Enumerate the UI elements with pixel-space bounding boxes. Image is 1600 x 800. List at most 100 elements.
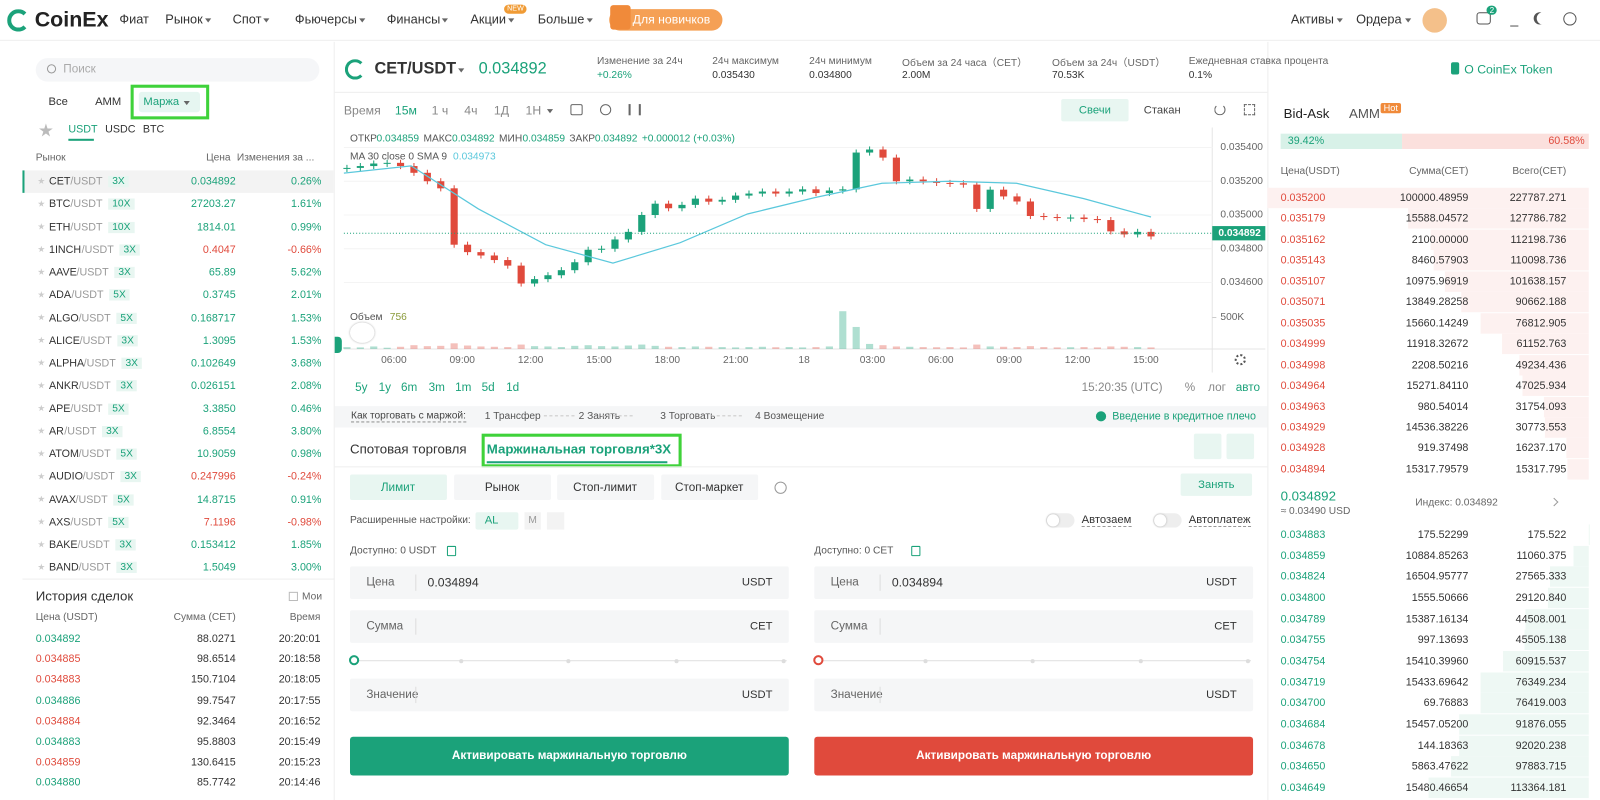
nav-item[interactable]: Акции bbox=[470, 12, 507, 27]
range[interactable]: 3m bbox=[428, 381, 445, 394]
pair-base[interactable]: BTC bbox=[48, 198, 71, 211]
icon-btn[interactable] bbox=[1193, 433, 1222, 460]
range[interactable]: 5d bbox=[481, 381, 495, 394]
ob-price[interactable]: 0.034894 bbox=[1280, 463, 1326, 476]
pair-base[interactable]: ANKR bbox=[48, 379, 79, 393]
ob-price[interactable]: 0.034963 bbox=[1280, 400, 1326, 413]
input-field[interactable] bbox=[349, 566, 789, 599]
pair-base[interactable]: CET bbox=[48, 175, 71, 188]
token-link[interactable]: О CoinEx Token bbox=[1464, 62, 1553, 77]
pair-base[interactable]: ADA bbox=[48, 289, 72, 302]
scale-option[interactable]: % bbox=[1184, 381, 1196, 394]
submit-btn[interactable] bbox=[349, 736, 789, 776]
scale-option[interactable]: лог bbox=[1208, 381, 1226, 394]
pair-base[interactable]: ALICE bbox=[48, 334, 80, 347]
pair-base[interactable]: ALGO bbox=[48, 311, 79, 324]
ob-price[interactable]: 0.035143 bbox=[1280, 254, 1326, 267]
nav-item[interactable]: Финансы bbox=[386, 12, 441, 27]
nav-item[interactable]: Фиат bbox=[119, 12, 149, 27]
slider-handle[interactable] bbox=[348, 655, 360, 666]
ob-price[interactable]: 0.034964 bbox=[1280, 379, 1326, 392]
ob-price[interactable]: 0.035200 bbox=[1280, 191, 1326, 205]
pair-base[interactable]: ETH bbox=[48, 220, 71, 234]
input-field[interactable] bbox=[349, 678, 789, 712]
ob-price[interactable]: 0.034800 bbox=[1280, 591, 1326, 605]
ob-price[interactable]: 0.035107 bbox=[1280, 275, 1326, 288]
ob-price[interactable]: 0.034700 bbox=[1280, 697, 1326, 710]
select[interactable] bbox=[475, 512, 519, 530]
pair-base[interactable]: BAKE bbox=[48, 538, 78, 552]
ob-price[interactable]: 0.035035 bbox=[1280, 317, 1326, 330]
ob-tab-active[interactable]: Bid-Ask bbox=[1283, 105, 1330, 121]
pair-base[interactable]: APE bbox=[48, 402, 71, 415]
pair-base[interactable]: ATOM bbox=[48, 447, 79, 461]
range[interactable]: 1d bbox=[506, 381, 520, 394]
order-type-btn[interactable] bbox=[661, 474, 759, 500]
view-btn[interactable] bbox=[1061, 98, 1129, 122]
ob-price[interactable]: 0.035071 bbox=[1280, 296, 1326, 309]
pair-base[interactable]: AR bbox=[48, 425, 64, 438]
nav-item[interactable]: Рынок bbox=[165, 12, 203, 27]
pair-base[interactable]: ALPHA bbox=[48, 357, 85, 370]
ob-price[interactable]: 0.034649 bbox=[1280, 781, 1326, 794]
input-field[interactable] bbox=[814, 566, 1254, 599]
range[interactable]: 6m bbox=[401, 381, 418, 394]
ob-price[interactable]: 0.034859 bbox=[1280, 549, 1326, 562]
quote-tab[interactable]: BTC bbox=[142, 123, 165, 136]
ob-tab[interactable]: AMM bbox=[1348, 105, 1380, 121]
pair-base[interactable]: AVAX bbox=[48, 493, 76, 506]
submit-btn[interactable] bbox=[814, 736, 1254, 776]
ob-price[interactable]: 0.034928 bbox=[1280, 442, 1326, 455]
order-type-btn[interactable] bbox=[557, 474, 655, 500]
interval[interactable]: 4ч bbox=[464, 103, 478, 118]
tab[interactable]: Все bbox=[48, 95, 68, 109]
input-field[interactable] bbox=[814, 678, 1254, 712]
ob-price[interactable]: 0.035179 bbox=[1280, 212, 1326, 225]
promo-link[interactable]: Для новичков bbox=[632, 12, 711, 27]
tab[interactable]: AMM bbox=[95, 95, 122, 109]
header-link[interactable]: Ордера bbox=[1356, 12, 1402, 27]
quote-tab[interactable]: USDC bbox=[105, 123, 136, 136]
ob-price[interactable]: 0.034719 bbox=[1280, 676, 1326, 689]
search-box[interactable] bbox=[35, 58, 320, 82]
icon-btn[interactable] bbox=[1226, 433, 1255, 460]
tab-active[interactable]: Маржа bbox=[143, 95, 180, 109]
input-field[interactable] bbox=[814, 610, 1254, 643]
ob-price[interactable]: 0.034998 bbox=[1280, 358, 1326, 372]
nav-item[interactable]: Больше bbox=[537, 12, 585, 27]
nav-item[interactable]: Спот bbox=[232, 12, 262, 27]
range[interactable]: 1m bbox=[455, 381, 472, 394]
nav-item[interactable]: Фьючерсы bbox=[294, 12, 357, 27]
ob-price[interactable]: 0.034789 bbox=[1280, 612, 1326, 626]
scale-option[interactable]: авто bbox=[1235, 381, 1260, 394]
quote-tab[interactable]: USDT bbox=[68, 123, 98, 136]
pair-base[interactable]: AUDIO bbox=[48, 470, 83, 483]
interval[interactable]: 15м bbox=[394, 103, 417, 118]
pair-base[interactable]: BAND bbox=[48, 561, 79, 574]
ob-price[interactable]: 0.034824 bbox=[1280, 570, 1326, 583]
pair-base[interactable]: 1INCH bbox=[48, 243, 82, 256]
pair-base[interactable]: AAVE bbox=[48, 266, 77, 279]
chip[interactable] bbox=[524, 512, 541, 530]
pair-base[interactable]: AXS bbox=[48, 516, 71, 529]
ob-price[interactable]: 0.034684 bbox=[1280, 718, 1326, 731]
pair-name[interactable]: CET/USDT bbox=[374, 60, 457, 78]
ob-price[interactable]: 0.034929 bbox=[1280, 421, 1326, 434]
borrow-btn[interactable] bbox=[1180, 473, 1253, 496]
range[interactable]: 5y bbox=[355, 381, 368, 394]
slider-handle[interactable] bbox=[813, 655, 824, 666]
ob-price[interactable]: 0.034755 bbox=[1280, 633, 1326, 647]
ob-price[interactable]: 0.034678 bbox=[1280, 739, 1326, 752]
input-field[interactable] bbox=[349, 610, 789, 643]
ob-price[interactable]: 0.034883 bbox=[1280, 528, 1326, 541]
interval[interactable]: 1Д bbox=[493, 103, 509, 118]
chip[interactable] bbox=[546, 512, 565, 530]
ob-price[interactable]: 0.034650 bbox=[1280, 760, 1326, 773]
header-link[interactable]: Активы bbox=[1290, 12, 1334, 27]
steps-link[interactable]: Введение в кредитное плечо bbox=[1112, 410, 1256, 423]
interval[interactable]: 1 ч bbox=[431, 103, 449, 118]
trade-tab-active[interactable]: Маржинальная торговля*3X bbox=[486, 441, 672, 457]
trade-tab[interactable]: Спотовая торговля bbox=[349, 441, 467, 457]
ob-price[interactable]: 0.034754 bbox=[1280, 654, 1326, 668]
order-type-btn[interactable] bbox=[349, 474, 447, 500]
